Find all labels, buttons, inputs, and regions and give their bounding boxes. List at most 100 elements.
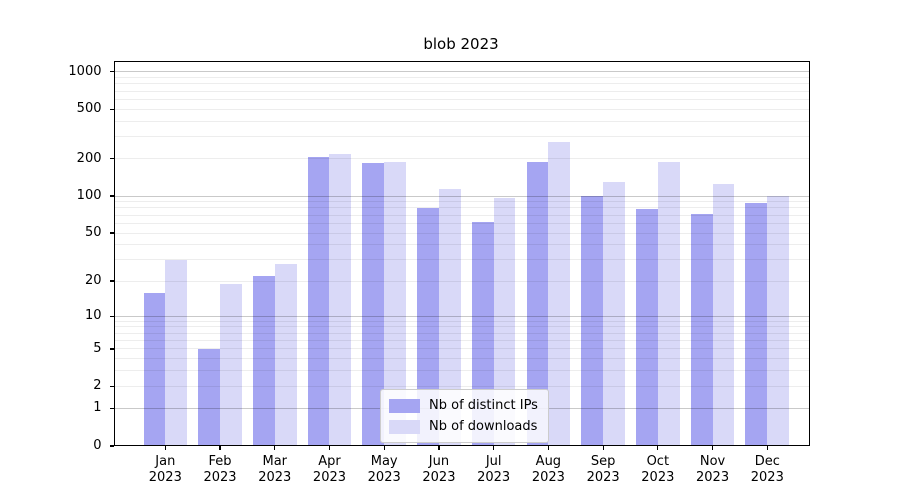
nb-of-downloads-bar-mar-2023 (274, 263, 297, 446)
y-tick-50 (109, 232, 114, 234)
x-tick-label-aug-2023: Aug 2023 (513, 454, 583, 485)
nb-of-downloads-bar-apr-2023 (329, 153, 352, 446)
x-tick-label-line: 2023 (422, 469, 456, 485)
nb-of-distinct-ips-bar-may-2023 (362, 163, 385, 446)
legend-row-downloads: Nb of downloads (389, 416, 538, 437)
y-tick-label-5: 5 (93, 340, 102, 356)
x-tick-label-line: 2023 (367, 469, 401, 485)
legend-swatch-distinct-ips (389, 398, 420, 413)
nb-of-downloads-bar-nov-2023 (712, 183, 735, 446)
nb-of-distinct-ips-bar-dec-2023 (745, 202, 768, 446)
legend-swatch-downloads (389, 419, 420, 434)
x-tick-oct-2023 (657, 446, 659, 450)
x-tick-label-jul-2023: Jul 2023 (459, 454, 529, 485)
x-tick-label-feb-2023: Feb 2023 (185, 454, 255, 485)
y-tick-20 (109, 280, 114, 282)
legend-label-downloads: Nb of downloads (429, 419, 538, 434)
nb-of-downloads-bar-dec-2023 (767, 196, 790, 446)
y-tick-label-0: 0 (93, 438, 102, 453)
y-tick-10 (109, 315, 114, 317)
x-tick-label-line: 2023 (258, 469, 292, 485)
x-tick-label-line: Apr (318, 454, 341, 469)
x-tick-label-line: Mar (262, 454, 288, 469)
x-tick-apr-2023 (328, 446, 331, 450)
y-tick-2 (109, 385, 114, 388)
x-tick-label-line: Jan (155, 454, 176, 469)
y-tick-1000 (109, 71, 114, 73)
nb-of-downloads-bar-may-2023 (384, 161, 406, 446)
nb-of-distinct-ips-bar-jan-2023 (143, 292, 166, 446)
x-tick-label-nov-2023: Nov 2023 (678, 454, 748, 485)
y-tick-label-200: 200 (76, 150, 102, 166)
nb-of-distinct-ips-bar-aug-2023 (526, 161, 549, 446)
nb-of-downloads-bar-feb-2023 (220, 283, 242, 446)
x-tick-label-line: 2023 (312, 469, 347, 485)
x-tick-feb-2023 (219, 446, 221, 450)
x-tick-mar-2023 (274, 446, 276, 450)
x-tick-label-line: Aug (535, 454, 562, 469)
x-tick-aug-2023 (547, 446, 549, 450)
nb-of-downloads-bar-aug-2023 (548, 141, 571, 446)
x-tick-jan-2023 (164, 446, 166, 450)
y-tick-100 (109, 195, 114, 197)
y-tick-1 (109, 407, 114, 410)
nb-of-distinct-ips-bar-apr-2023 (307, 157, 330, 446)
nb-of-distinct-ips-bar-feb-2023 (198, 348, 221, 446)
x-tick-label-line: Sep (590, 454, 616, 469)
y-tick-label-1: 1 (93, 400, 102, 416)
nb-of-downloads-bar-jan-2023 (165, 260, 188, 446)
x-tick-nov-2023 (711, 446, 714, 450)
y-tick-label-100: 100 (76, 188, 102, 203)
x-tick-label-jun-2023: Jun 2023 (404, 454, 474, 485)
x-tick-label-line: Dec (754, 454, 780, 469)
x-tick-dec-2023 (766, 446, 768, 450)
x-tick-sep-2023 (602, 446, 604, 450)
x-tick-label-line: May (370, 454, 398, 469)
nb-of-distinct-ips-bar-sep-2023 (581, 196, 604, 446)
x-tick-label-line: Nov (699, 454, 726, 469)
x-tick-label-line: 2023 (477, 469, 511, 485)
x-tick-label-line: 2023 (531, 469, 565, 485)
x-tick-label-line: Oct (646, 454, 670, 469)
y-tick-500 (109, 108, 114, 110)
nb-of-downloads-bar-sep-2023 (603, 181, 625, 446)
y-tick-label-50: 50 (84, 225, 102, 241)
x-tick-label-line: 2023 (203, 469, 237, 485)
x-tick-label-line: Jul (485, 454, 502, 469)
plot-area (113, 61, 810, 446)
y-tick-label-10: 10 (84, 308, 102, 324)
y-tick-200 (109, 158, 114, 160)
x-tick-label-line: 2023 (750, 469, 784, 485)
y-tick-label-500: 500 (76, 101, 102, 117)
x-tick-label-line: 2023 (641, 469, 675, 485)
x-tick-label-line: 2023 (696, 469, 730, 485)
x-tick-label-may-2023: May 2023 (349, 454, 419, 485)
x-tick-may-2023 (383, 446, 385, 450)
x-tick-jun-2023 (438, 446, 440, 450)
y-tick-0 (109, 445, 114, 447)
x-tick-label-dec-2023: Dec 2023 (732, 454, 802, 485)
x-tick-jul-2023 (493, 446, 495, 450)
y-tick-label-1000: 1000 (68, 63, 102, 79)
legend: Nb of distinct IPs Nb of downloads (380, 389, 549, 443)
nb-of-distinct-ips-bar-mar-2023 (252, 276, 275, 446)
chart-title: blob 2023 (423, 35, 499, 53)
x-tick-label-jan-2023: Jan 2023 (130, 454, 200, 485)
x-tick-label-line: 2023 (148, 469, 182, 485)
legend-label-distinct-ips: Nb of distinct IPs (429, 398, 538, 413)
x-tick-label-mar-2023: Mar 2023 (240, 454, 310, 485)
x-tick-label-sep-2023: Sep 2023 (568, 454, 638, 485)
y-tick-label-20: 20 (84, 273, 102, 289)
nb-of-downloads-bar-jul-2023 (493, 197, 516, 446)
x-tick-label-oct-2023: Oct 2023 (623, 454, 693, 485)
x-tick-label-line: Feb (208, 454, 232, 469)
nb-of-distinct-ips-bar-jun-2023 (417, 207, 439, 446)
y-tick-5 (109, 348, 114, 350)
nb-of-downloads-bar-oct-2023 (657, 162, 680, 446)
x-tick-label-apr-2023: Apr 2023 (294, 454, 364, 485)
x-tick-label-line: Jun (428, 454, 450, 469)
x-tick-label-line: 2023 (586, 469, 620, 485)
nb-of-distinct-ips-bar-nov-2023 (690, 213, 713, 446)
y-tick-label-2: 2 (93, 378, 102, 394)
